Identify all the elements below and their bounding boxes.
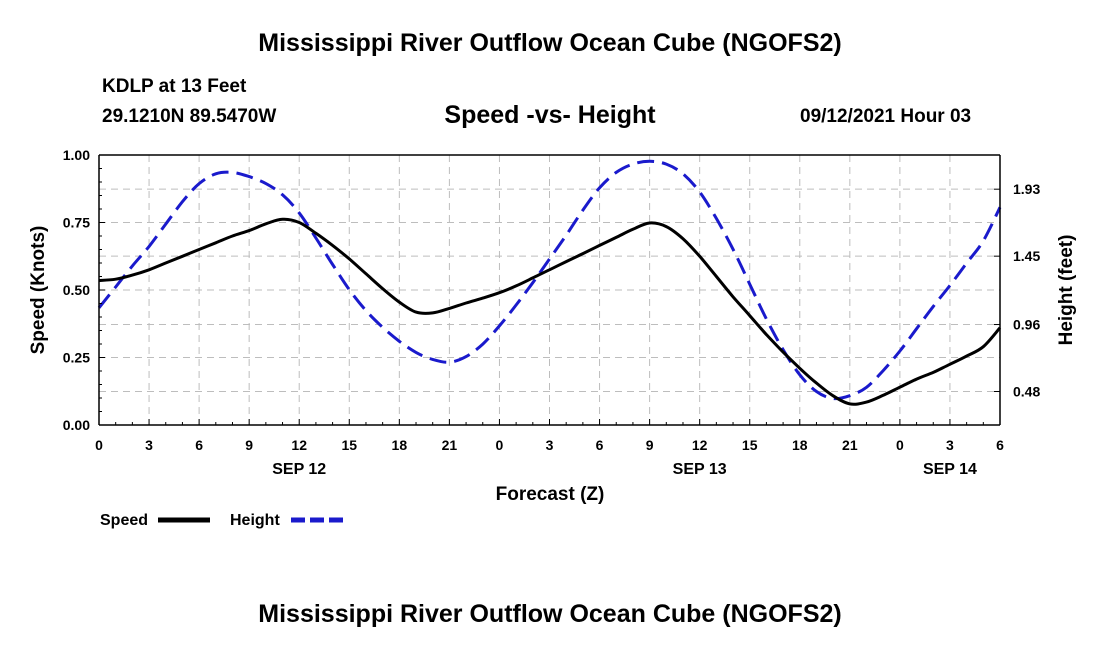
x-tick-label: 0: [896, 437, 904, 453]
y-tick-label: 0.75: [63, 215, 90, 231]
x-tick-label: 21: [842, 437, 858, 453]
date-label: SEP 14: [923, 461, 977, 478]
forecast-datetime: 09/12/2021 Hour 03: [800, 106, 972, 127]
x-tick-label: 21: [442, 437, 458, 453]
y2-tick-label: 0.96: [1013, 317, 1040, 333]
x-tick-label: 15: [742, 437, 758, 453]
y-tick-label: 0.25: [63, 350, 90, 366]
legend-label-height: Height: [230, 512, 280, 529]
x-tick-label: 0: [95, 437, 103, 453]
x-tick-label: 6: [996, 437, 1004, 453]
series-line-height: [97, 159, 1002, 401]
y2-axis-title: Height (feet): [1056, 235, 1077, 346]
y-tick-label: 1.00: [63, 147, 90, 163]
legend: Speed Height: [100, 512, 343, 529]
legend-label-speed: Speed: [100, 512, 148, 529]
footer-title: Mississippi River Outflow Ocean Cube (NG…: [258, 600, 842, 628]
date-label: SEP 13: [673, 461, 727, 478]
station-label: KDLP at 13 Feet: [102, 76, 247, 97]
x-tick-label: 9: [646, 437, 654, 453]
y2-tick-label: 1.93: [1013, 181, 1040, 197]
x-tick-label: 15: [341, 437, 357, 453]
x-tick-label: 12: [692, 437, 708, 453]
x-tick-label: 6: [195, 437, 203, 453]
station-coordinates: 29.1210N 89.5470W: [102, 106, 277, 127]
y-tick-label: 0.50: [63, 282, 90, 298]
x-tick-label: 12: [291, 437, 307, 453]
x-tick-label: 6: [596, 437, 604, 453]
x-tick-label: 18: [392, 437, 408, 453]
x-tick-label: 0: [496, 437, 504, 453]
y2-tick-label: 1.45: [1013, 248, 1040, 264]
chart-subtitle: Speed -vs- Height: [444, 101, 656, 129]
date-label: SEP 12: [272, 461, 326, 478]
axes: 0 3 6 9 12 15 18 21 0 3 6 9 12 15 18 21 0 3 6 SEP 12 SEP 13 S…: [63, 147, 1041, 478]
x-axis-title: Forecast (Z): [496, 484, 605, 505]
x-tick-label: 3: [946, 437, 954, 453]
y-tick-label: 0.00: [63, 417, 90, 433]
x-tick-label: 18: [792, 437, 808, 453]
y-axis-title: Speed (Knots): [28, 226, 49, 355]
x-tick-label: 9: [245, 437, 253, 453]
axis-labels: Forecast (Z) Speed (Knots) Height (feet): [28, 226, 1077, 505]
x-tick-label: 3: [145, 437, 153, 453]
y2-tick-label: 0.48: [1013, 384, 1040, 400]
x-tick-label: 3: [546, 437, 554, 453]
chart-title: Mississippi River Outflow Ocean Cube (NG…: [258, 29, 842, 57]
series-line-speed: [98, 217, 1002, 406]
series-layer: [97, 159, 1002, 406]
grid: [99, 155, 1000, 425]
